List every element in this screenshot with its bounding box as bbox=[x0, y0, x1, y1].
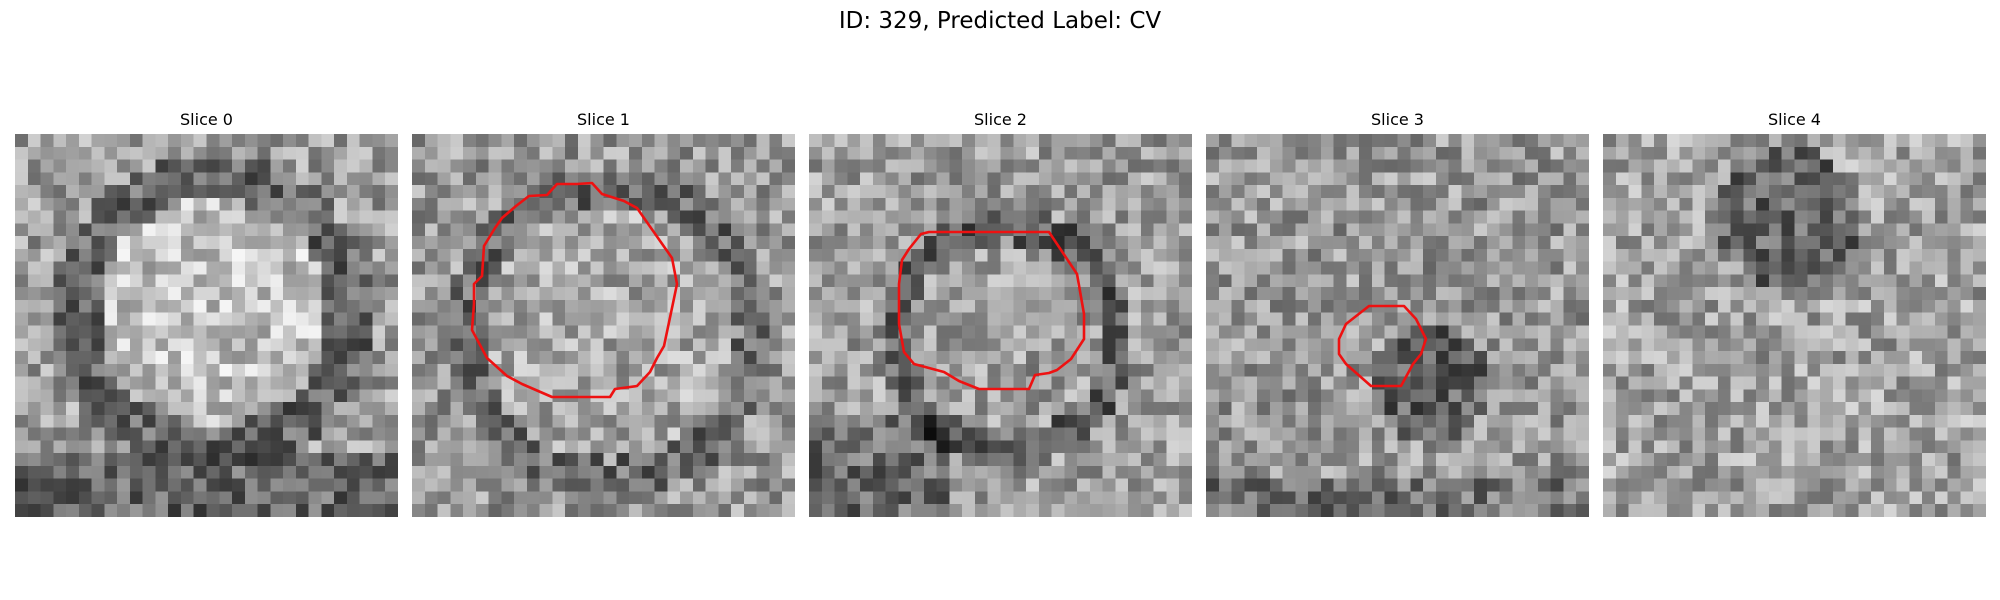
contour-outline bbox=[1337, 304, 1428, 388]
panel-title-slice-0: Slice 0 bbox=[180, 110, 233, 129]
contour-outline bbox=[897, 230, 1086, 391]
slice-image-3 bbox=[1206, 134, 1589, 517]
panel-title-slice-2: Slice 2 bbox=[974, 110, 1027, 129]
slice-image-0 bbox=[15, 134, 398, 517]
figure-title: ID: 329, Predicted Label: CV bbox=[838, 8, 1162, 34]
slice-image-2 bbox=[809, 134, 1192, 517]
panel-title-slice-4: Slice 4 bbox=[1768, 110, 1821, 129]
contour-outline bbox=[470, 181, 679, 399]
slice-image-1 bbox=[412, 134, 795, 517]
slice-image-4 bbox=[1603, 134, 1986, 517]
panel-title-slice-3: Slice 3 bbox=[1371, 110, 1424, 129]
panel-title-slice-1: Slice 1 bbox=[577, 110, 630, 129]
